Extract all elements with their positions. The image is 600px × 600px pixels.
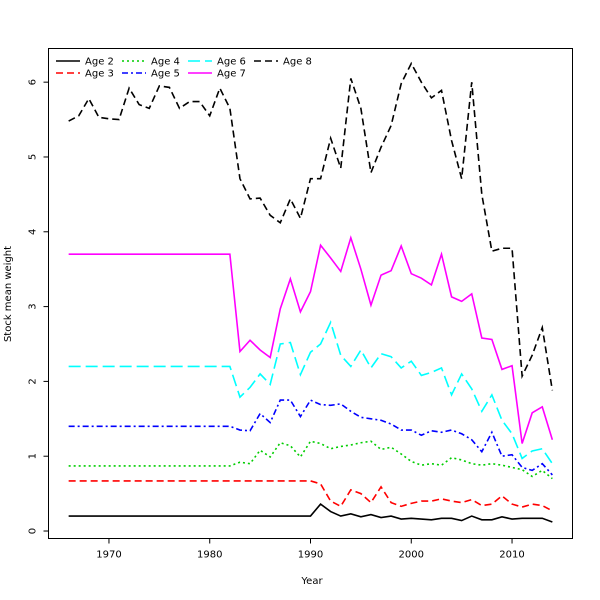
series-line-age-2 xyxy=(68,502,553,523)
y-tick-label: 1 xyxy=(28,453,39,459)
legend-label: Age 3 xyxy=(85,69,114,80)
y-tick-label: 3 xyxy=(28,303,39,309)
x-tick-label: 2010 xyxy=(499,550,524,561)
y-axis-title: Stock mean weight xyxy=(3,246,14,342)
series-line-age-7 xyxy=(68,235,554,444)
legend-label: Age 2 xyxy=(85,57,114,68)
x-tick-label: 1980 xyxy=(197,550,222,561)
axes: 1970 1980 1990 2000 2010 0 1 2 3 4 5 6 xyxy=(28,79,525,561)
series-line-age-3 xyxy=(68,480,553,512)
legend-label: Age 8 xyxy=(283,57,312,68)
series-layer xyxy=(68,61,554,523)
y-tick-label: 4 xyxy=(28,229,39,235)
legend-label: Age 7 xyxy=(217,69,246,80)
legend-label: Age 5 xyxy=(151,69,180,80)
x-tick-label: 1970 xyxy=(96,550,121,561)
y-tick-label: 6 xyxy=(28,79,39,85)
legend-label: Age 6 xyxy=(217,57,246,68)
series-line-age-8 xyxy=(68,61,554,391)
x-axis-title: Year xyxy=(300,576,323,587)
x-tick-label: 1990 xyxy=(298,550,323,561)
x-tick-label: 2000 xyxy=(399,550,424,561)
y-tick-label: 5 xyxy=(28,154,39,160)
series-line-age-5 xyxy=(68,399,553,476)
legend-label: Age 4 xyxy=(151,57,180,68)
series-line-age-6 xyxy=(68,320,554,465)
plot-frame xyxy=(48,48,573,539)
series-line-age-4 xyxy=(68,440,553,480)
y-tick-label: 0 xyxy=(28,528,39,534)
y-tick-label: 2 xyxy=(28,378,39,384)
